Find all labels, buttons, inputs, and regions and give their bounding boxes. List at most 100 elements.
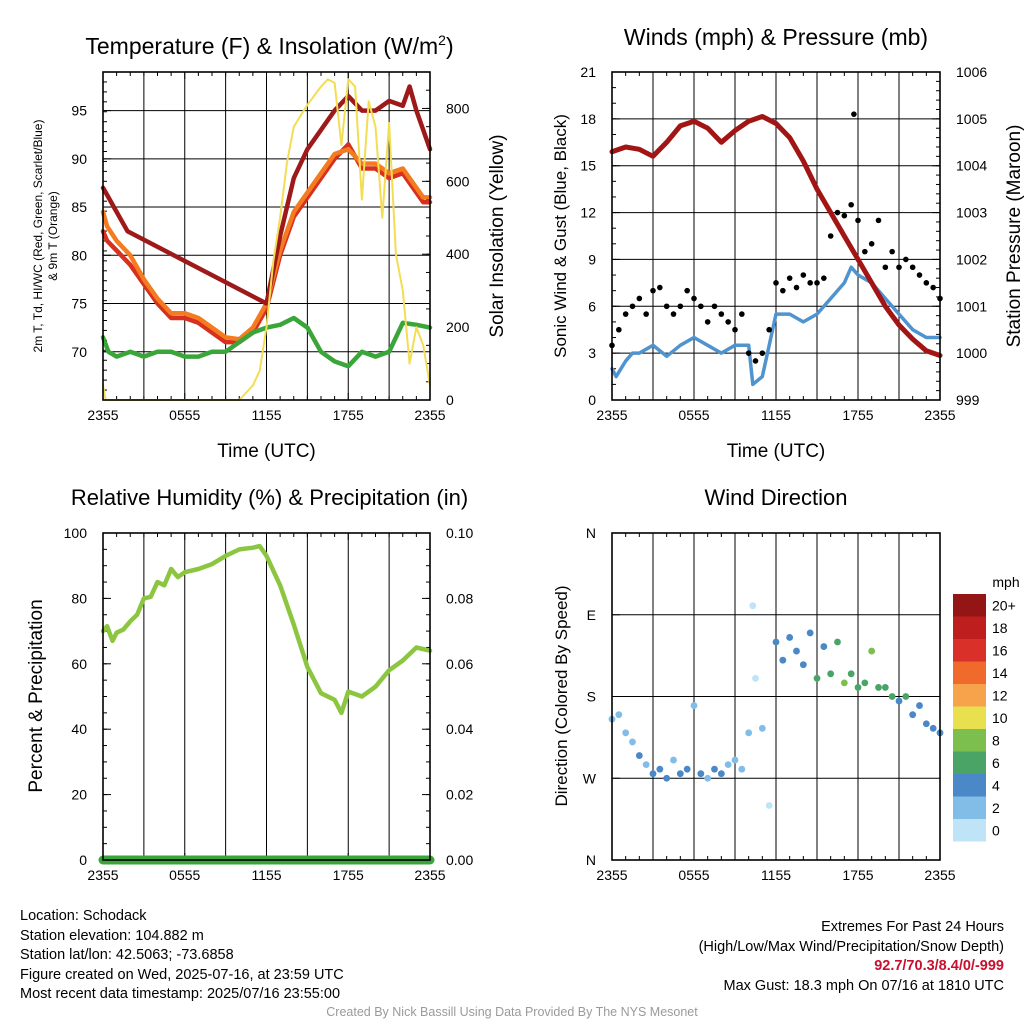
gust-point: [814, 280, 820, 286]
x-tick-label: 2355: [414, 867, 445, 883]
gust-point: [930, 284, 936, 291]
max-gust-text: Max Gust: 18.3 mph On 07/16 at 1810 UTC: [723, 977, 1004, 994]
direction-point: [649, 770, 657, 778]
y-tick-label-right: 1002: [956, 251, 987, 267]
y-tick-label-right: 0.02: [446, 787, 473, 803]
direction-point: [670, 756, 677, 764]
gust-point: [766, 326, 772, 333]
gust-point: [793, 284, 800, 291]
temperature-panel: 2355 0555 1155 1755 2355 70 75 80 85 90 95 0 200 400 6…: [31, 32, 508, 462]
panel-title: Temperature (F) & Insolation (W/m2): [85, 32, 453, 59]
gust-point: [882, 264, 889, 271]
y-tick-label: N: [586, 525, 596, 541]
direction-point: [711, 765, 718, 773]
y-tick-label-left: 3: [588, 345, 596, 361]
gust-point: [752, 358, 759, 364]
gust-point: [800, 272, 807, 278]
y-tick-label-left: 0: [79, 852, 87, 868]
y-tick-label-right: 0.04: [446, 721, 473, 737]
gust-point: [780, 287, 786, 294]
colorbar-label: 2: [992, 800, 1000, 816]
y-axis-label-left: Sonic Wind & Gust (Blue, Black): [551, 114, 570, 358]
direction-point: [731, 756, 739, 764]
title-end: ): [446, 33, 454, 59]
plot-frame: [102, 532, 431, 861]
x-tick-label: 0555: [169, 867, 200, 883]
direction-point: [875, 684, 882, 691]
direction-point: [745, 729, 753, 737]
y-tick-label-left: 75: [71, 296, 87, 312]
y-axis-label-left-line2: & 9m T (Orange): [46, 191, 60, 281]
y-tick-label-right: 0.00: [446, 852, 473, 868]
gust-point: [821, 275, 827, 281]
colorbar-label: 8: [992, 732, 1000, 748]
gust-point: [663, 303, 670, 310]
colorbar-label: 16: [992, 642, 1008, 658]
x-tick-label: 1755: [842, 407, 873, 423]
panel-title: Wind Direction: [704, 485, 847, 510]
direction-point: [786, 634, 794, 641]
direction-point: [895, 697, 903, 705]
colorbar-swatch: [953, 661, 986, 684]
direction-point: [909, 711, 917, 719]
direction-point: [772, 638, 780, 646]
y-tick-label-left: 40: [71, 721, 87, 737]
panel-title: Winds (mph) & Pressure (mb): [624, 24, 928, 50]
extremes-subtitle: (High/Low/Max Wind/Precipitation/Snow De…: [698, 938, 1004, 955]
extremes-values: 92.7/70.3/8.4/0/-999: [874, 958, 1004, 974]
y-tick-label-right: 1006: [956, 64, 987, 80]
y-tick-label-right: 0.08: [446, 590, 473, 606]
direction-point: [793, 647, 800, 655]
y-tick-label-right: 800: [446, 100, 470, 116]
x-tick-label: 2355: [924, 867, 955, 883]
direction-point: [656, 765, 664, 773]
location-text: Location: Schodack: [20, 908, 147, 924]
gust-point: [827, 233, 834, 239]
direction-point: [929, 724, 937, 732]
gust-point: [698, 303, 704, 310]
colorbar-label: 18: [992, 620, 1008, 636]
y-axis-label-right: Station Pressure (Maroon): [1004, 125, 1024, 348]
x-tick-label: 2355: [596, 867, 627, 883]
gust-point: [923, 280, 930, 286]
gust-point: [841, 212, 848, 219]
gust-point: [851, 111, 857, 117]
gust-point: [848, 201, 854, 208]
direction-point: [779, 656, 787, 664]
y-tick-label: W: [583, 770, 597, 786]
y-tick-label-left: 90: [71, 151, 87, 167]
gust-point: [889, 248, 895, 255]
y-tick-label-left: 18: [580, 111, 596, 127]
direction-point: [799, 661, 807, 669]
direction-point: [868, 647, 876, 655]
direction-point: [840, 679, 848, 687]
direction-point: [642, 761, 650, 769]
y-tick-label-left: 100: [64, 525, 88, 541]
direction-point: [827, 670, 835, 678]
direction-point: [717, 770, 725, 778]
x-tick-label: 1155: [251, 407, 281, 423]
gust-point: [616, 326, 622, 333]
colorbar: 0 2 4 6 8 10 12 14 16 18 20+ mph: [953, 574, 1020, 842]
gust-point: [691, 295, 697, 302]
gust-point: [834, 209, 841, 216]
gust-point: [629, 303, 636, 310]
series-line-station-pressure: [609, 114, 943, 358]
colorbar-label: 0: [992, 822, 1000, 838]
y-tick-label-right: 0: [446, 392, 454, 408]
gust-point: [732, 326, 738, 333]
plot-frame: [611, 71, 941, 401]
x-tick-label: 1755: [333, 407, 364, 423]
y-tick-label-right: 400: [446, 246, 470, 262]
direction-point: [724, 761, 732, 769]
gust-point: [643, 311, 649, 317]
colorbar-swatch: [953, 594, 986, 617]
direction-point: [881, 684, 889, 691]
gust-point: [862, 248, 868, 255]
direction-point: [813, 674, 821, 682]
extremes-title: Extremes For Past 24 Hours: [821, 919, 1004, 935]
gust-point: [855, 217, 861, 224]
direction-point: [820, 643, 828, 650]
y-tick-label-left: 85: [71, 199, 87, 215]
